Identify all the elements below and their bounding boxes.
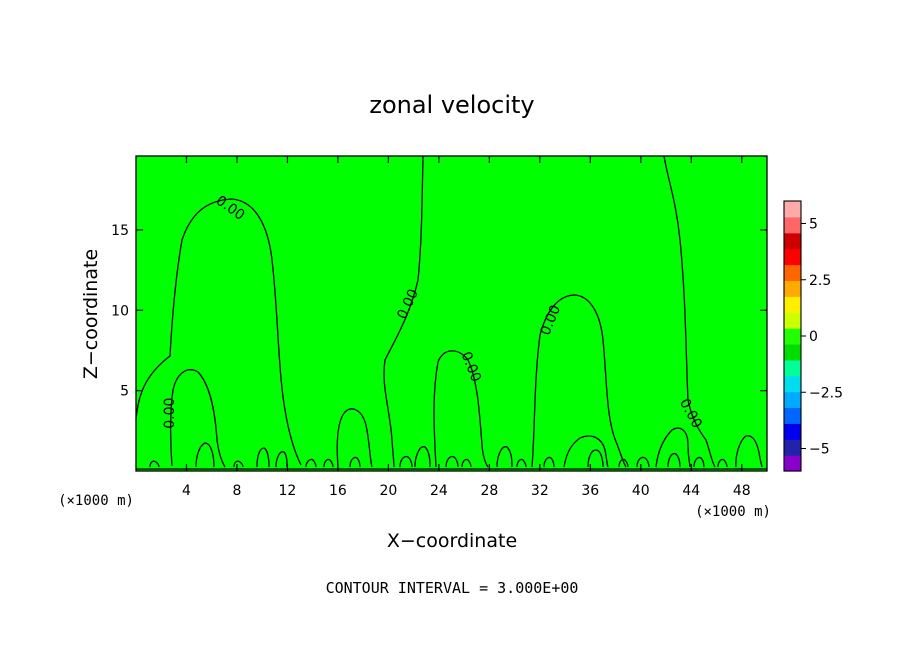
plot-frame xyxy=(135,155,768,472)
colorbar-swatch xyxy=(784,296,801,313)
colorbar-swatch xyxy=(784,391,801,409)
contour-line xyxy=(587,449,604,468)
x-tick-label: 32 xyxy=(531,483,549,499)
contour-line xyxy=(233,460,244,468)
colorbar-tick-label: 0 xyxy=(809,329,818,345)
colorbar-swatch xyxy=(784,407,801,424)
contour-line xyxy=(655,427,691,468)
contour-interval-note: CONTOUR INTERVAL = 3.000E+00 xyxy=(326,579,579,597)
x-tick-label: 8 xyxy=(232,483,241,499)
contour-line xyxy=(516,458,527,468)
colorbar: 5 2.5 0 −2.5 −5 xyxy=(783,200,843,472)
x-tick-label: 28 xyxy=(480,483,498,499)
colorbar-swatch xyxy=(784,328,801,345)
plot-area xyxy=(136,156,767,471)
x-tick-label: 24 xyxy=(430,483,448,499)
colorbar-swatch xyxy=(784,216,801,234)
y-tick-label: 5 xyxy=(120,384,129,400)
contour-lines xyxy=(135,155,767,470)
contour-line xyxy=(399,455,413,468)
contour-line xyxy=(305,458,317,468)
colorbar-swatch xyxy=(784,423,801,440)
colorbar-swatch xyxy=(784,280,801,297)
x-unit-left: (×1000 m) xyxy=(58,493,134,509)
colorbar-swatch xyxy=(784,248,801,266)
contour-line xyxy=(195,442,215,468)
x-axis-label: X−coordinate xyxy=(387,530,517,552)
x-tick-label: 20 xyxy=(379,483,397,499)
contour-line xyxy=(169,369,226,468)
contour-line xyxy=(693,456,705,468)
contour-line xyxy=(496,446,513,468)
x-axis: 4 8 12 16 20 24 28 32 36 40 44 48 xyxy=(182,156,751,499)
colorbar-tick-label: −2.5 xyxy=(809,385,843,401)
contour-line xyxy=(414,446,431,468)
contour-line xyxy=(383,155,424,468)
colorbar-swatch xyxy=(784,343,801,361)
contour-line xyxy=(135,198,302,466)
contour-line xyxy=(275,451,288,468)
contour-line xyxy=(323,458,334,468)
colorbar-swatch xyxy=(784,359,801,377)
x-tick-label: 36 xyxy=(581,483,599,499)
colorbar-swatch xyxy=(784,264,801,282)
y-axis: 5 10 15 xyxy=(111,223,767,400)
contour-line xyxy=(735,435,763,468)
contour-line xyxy=(256,447,270,468)
contour-line xyxy=(618,458,629,468)
x-unit-right: (×1000 m) xyxy=(695,504,771,520)
colorbar-tick-label: 5 xyxy=(809,217,818,233)
contour-line xyxy=(663,155,716,468)
contour-line xyxy=(433,350,489,468)
colorbar-swatch xyxy=(784,455,801,472)
contour-label: 0.00 xyxy=(162,398,178,429)
x-tick-label: 48 xyxy=(733,483,751,499)
contour-line xyxy=(531,294,627,468)
chart-title: zonal velocity xyxy=(369,91,534,119)
contour-line xyxy=(636,456,650,468)
contour-line xyxy=(445,455,459,468)
contour-line xyxy=(349,456,361,468)
contour-line xyxy=(149,460,160,468)
colorbar-swatch xyxy=(784,312,801,329)
colorbar-swatch xyxy=(784,375,801,393)
contour-line xyxy=(563,435,609,468)
y-tick-label: 10 xyxy=(111,303,129,319)
x-tick-label: 12 xyxy=(279,483,297,499)
colorbar-tick-label: −5 xyxy=(809,442,830,458)
contour-line xyxy=(667,452,681,468)
colorbar-tick-label: 2.5 xyxy=(809,273,831,289)
colorbar-swatch xyxy=(784,201,801,218)
contour-line xyxy=(461,458,472,468)
contour-line xyxy=(336,408,373,468)
x-tick-label: 44 xyxy=(682,483,700,499)
x-tick-label: 4 xyxy=(182,483,191,499)
x-tick-label: 40 xyxy=(632,483,650,499)
y-axis-label: Z−coordinate xyxy=(80,249,102,379)
x-tick-label: 16 xyxy=(329,483,347,499)
contour-line xyxy=(717,458,728,468)
colorbar-swatch xyxy=(784,439,801,456)
contour-line xyxy=(543,456,555,468)
colorbar-swatch xyxy=(784,232,801,250)
y-tick-label: 15 xyxy=(111,223,129,239)
